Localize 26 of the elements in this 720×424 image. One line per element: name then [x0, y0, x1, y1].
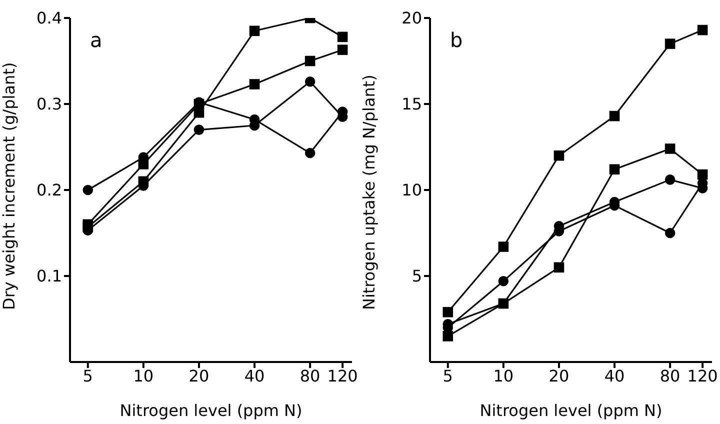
x-tick-label: 20: [188, 366, 210, 386]
y-tick-label: 15: [402, 94, 422, 114]
y-tick-label: 0.2: [36, 180, 62, 200]
x-tick-label: 5: [82, 366, 93, 386]
y-axis-title: Nitrogen uptake (mg N/plant): [360, 74, 379, 310]
y-tick-label: 0.1: [36, 266, 62, 286]
x-tick-label: 5: [442, 366, 453, 386]
x-tick-label: 80: [300, 366, 320, 386]
y-tick-label: 20: [402, 8, 422, 28]
text: a: [90, 28, 102, 52]
x-tick-label: 120: [327, 366, 358, 386]
y-tick-label: 10: [402, 180, 422, 200]
y-tick-label: 0.3: [36, 94, 62, 114]
text: b: [450, 28, 463, 52]
x-axis-title: Nitrogen level (ppm N): [120, 401, 302, 420]
x-tick-label: 20: [548, 366, 570, 386]
x-tick-label: 80: [660, 366, 680, 386]
x-tick-label: 120: [687, 366, 718, 386]
y-tick-label: 5: [412, 266, 422, 286]
x-tick-label: 10: [133, 366, 154, 386]
x-tick-label: 10: [493, 366, 514, 386]
x-tick-label: 40: [604, 366, 625, 386]
y-tick-label: 0.4: [36, 8, 62, 28]
y-axis-title: Dry weight increment (g/plant): [0, 62, 19, 310]
x-axis-title: Nitrogen level (ppm N): [480, 401, 662, 420]
x-tick-label: 40: [244, 366, 265, 386]
